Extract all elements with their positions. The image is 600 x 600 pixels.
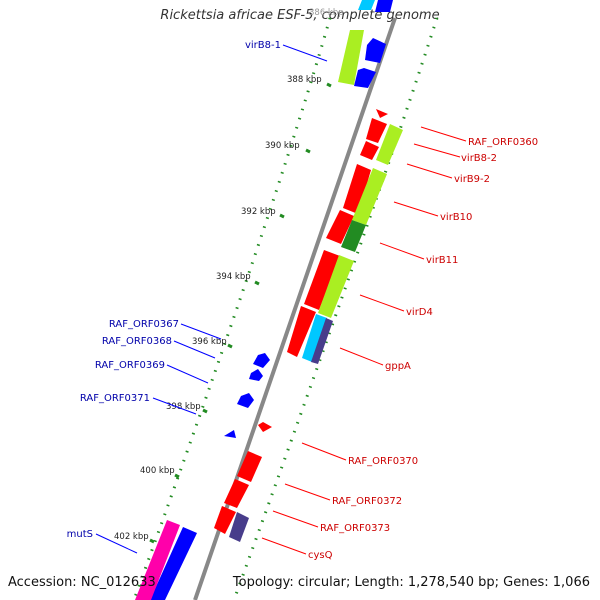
- gene-label-orf0368[interactable]: RAF_ORF0368: [102, 336, 172, 347]
- cog-block-virb11-dark: [341, 220, 366, 252]
- gene-arrow-muts: [150, 527, 197, 600]
- tick-marks: [149, 82, 332, 544]
- gene-label-virb10[interactable]: virB10: [440, 212, 472, 223]
- cog-block-gppa-purple: [311, 318, 333, 364]
- gene-label-cysq[interactable]: cysQ: [308, 550, 333, 561]
- cog-block-virD4: [318, 255, 354, 318]
- gene-label-orf0370[interactable]: RAF_ORF0370: [348, 456, 418, 467]
- leader-orf0360: [420, 126, 467, 142]
- cog-block-cysq: [229, 512, 249, 542]
- reverse-gene-labels: virB8-1 RAF_ORF0367 RAF_ORF0368 RAF_ORF0…: [67, 40, 281, 540]
- reverse-strand-track: [150, 0, 393, 600]
- tick-label-402: 402 kbp: [114, 532, 149, 542]
- outer-dotted-ring: [132, 17, 439, 600]
- gene-arrow-virb11: [326, 210, 354, 244]
- gene-arrow-virb10: [343, 164, 371, 214]
- gene-label-virb11[interactable]: virB11: [426, 255, 458, 266]
- map-title: Rickettsia africae ESF-5, complete genom…: [160, 8, 440, 23]
- leader-gppa: [339, 347, 384, 366]
- gene-arrow-orf0371: [224, 430, 236, 438]
- tick-mark-394: [254, 280, 260, 286]
- gene-arrow-orf0369: [237, 393, 254, 408]
- gene-arrow-orf0368: [249, 369, 263, 381]
- gene-label-orf0373[interactable]: RAF_ORF0373: [320, 523, 390, 534]
- leader-orf0370: [301, 442, 347, 461]
- gene-arrow-gppa: [287, 306, 316, 357]
- leader-orf0371: [152, 397, 197, 415]
- gene-arrow-orf0373: [214, 506, 236, 534]
- gene-arrow-orf0360: [376, 109, 388, 118]
- tick-mark-402: [149, 538, 155, 544]
- gene-arrow-virb8-1: [375, 0, 393, 12]
- gene-label-orf0367[interactable]: RAF_ORF0367: [109, 319, 179, 330]
- trna-mark-muts: [135, 520, 180, 600]
- gene-label-orf0360[interactable]: RAF_ORF0360: [468, 137, 538, 148]
- tick-label-388: 388 kbp: [287, 75, 322, 85]
- reverse-label-leaders: [95, 44, 328, 554]
- gene-arrow-orf0367: [253, 353, 270, 368]
- gene-label-muts[interactable]: mutS: [67, 529, 93, 540]
- forward-strand-track: [214, 109, 388, 534]
- leader-orf0372: [284, 483, 331, 501]
- leader-virb11: [379, 242, 425, 260]
- tick-mark-396: [227, 343, 233, 349]
- leader-virD4: [359, 294, 405, 312]
- tick-mark-400: [174, 473, 180, 479]
- tick-mark-392: [279, 213, 285, 219]
- tick-label-392: 392 kbp: [241, 207, 276, 217]
- leader-orf0373: [272, 510, 319, 528]
- gene-label-orf0371[interactable]: RAF_ORF0371: [80, 393, 150, 404]
- gene-arrow-virb9-2: [360, 141, 379, 160]
- gene-arrow-virb8-1c: [354, 68, 376, 88]
- tick-label-386: 386 kbp: [309, 8, 344, 18]
- leader-virb9-2: [406, 163, 453, 179]
- forward-label-leaders: [261, 126, 467, 555]
- gene-arrow-orf0370: [258, 422, 272, 432]
- gene-arrow-virb8-2: [366, 118, 387, 143]
- leader-orf0369: [166, 364, 209, 384]
- gene-label-orf0372[interactable]: RAF_ORF0372: [332, 496, 402, 507]
- cog-block-virb8-2: [376, 124, 403, 165]
- leader-cysq: [261, 537, 307, 555]
- gene-arrow-orf0372b: [224, 479, 249, 508]
- leader-virb10: [393, 201, 439, 217]
- accession-text: Accession: NC_012633: [8, 575, 156, 590]
- tick-mark-398: [202, 408, 208, 414]
- gene-label-orf0369[interactable]: RAF_ORF0369: [95, 360, 165, 371]
- gene-label-virb8-2[interactable]: virB8-2: [461, 153, 497, 164]
- cog-block-virb10: [352, 168, 387, 225]
- leader-orf0367: [180, 323, 222, 340]
- leader-virb8-2: [413, 143, 461, 158]
- leader-orf0368: [173, 340, 216, 359]
- tick-label-394: 394 kbp: [216, 272, 251, 282]
- tick-labels: 386 kbp 388 kbp 390 kbp 392 kbp 394 kbp …: [114, 8, 344, 542]
- gene-label-virb8-1[interactable]: virB8-1: [245, 40, 281, 51]
- tick-label-400: 400 kbp: [140, 466, 175, 476]
- trna-track: [135, 520, 180, 600]
- forward-gene-labels: RAF_ORF0360 virB8-2 virB9-2 virB10 virB1…: [308, 137, 538, 561]
- cog-track: [229, 0, 403, 542]
- gene-arrow-orf0372a: [237, 451, 262, 482]
- outer-ring-outer-dots: [232, 17, 439, 600]
- cog-block-gppa-cyan: [302, 314, 327, 362]
- cog-block-top: [358, 0, 375, 10]
- tick-mark-388: [326, 82, 332, 88]
- tick-label-398: 398 kbp: [166, 402, 201, 412]
- tick-mark-390: [305, 148, 311, 154]
- topology-text: Topology: circular; Length: 1,278,540 bp…: [232, 575, 590, 590]
- gene-label-virb9-2[interactable]: virB9-2: [454, 174, 490, 185]
- gene-label-virD4[interactable]: virD4: [406, 307, 433, 318]
- tick-label-390: 390 kbp: [265, 141, 300, 151]
- cog-block-virb8-1: [338, 30, 364, 85]
- leader-muts: [95, 533, 138, 554]
- tick-label-396: 396 kbp: [192, 337, 227, 347]
- leader-virb8-1: [282, 44, 328, 62]
- gene-label-gppa[interactable]: gppA: [385, 361, 411, 372]
- gene-arrow-virb8-1b: [365, 38, 386, 63]
- gene-arrow-virD4: [304, 250, 340, 310]
